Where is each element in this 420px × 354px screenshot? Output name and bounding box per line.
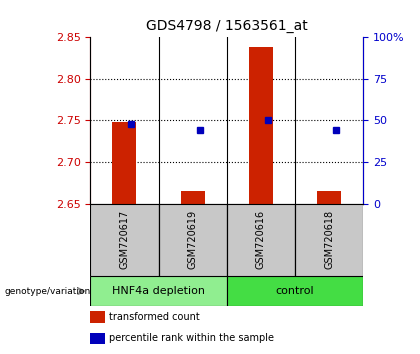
Text: GSM720618: GSM720618 (324, 210, 334, 269)
Text: percentile rank within the sample: percentile rank within the sample (109, 333, 274, 343)
Bar (249, 47, 273, 204)
Text: GSM720617: GSM720617 (119, 210, 129, 269)
Bar (113, 122, 136, 204)
Text: GSM720619: GSM720619 (188, 210, 198, 269)
Text: HNF4a depletion: HNF4a depletion (112, 286, 205, 296)
Text: genotype/variation: genotype/variation (4, 287, 90, 296)
Bar (159, 204, 227, 276)
Bar (295, 204, 363, 276)
Bar (90, 311, 105, 323)
Bar (317, 191, 341, 204)
Title: GDS4798 / 1563561_at: GDS4798 / 1563561_at (146, 19, 308, 33)
Bar (90, 204, 159, 276)
Bar (227, 276, 363, 306)
Bar (90, 276, 227, 306)
Bar (181, 191, 205, 204)
Text: control: control (276, 286, 314, 296)
Bar (90, 332, 105, 344)
Text: GSM720616: GSM720616 (256, 210, 266, 269)
Text: transformed count: transformed count (109, 312, 200, 322)
Bar (227, 204, 295, 276)
